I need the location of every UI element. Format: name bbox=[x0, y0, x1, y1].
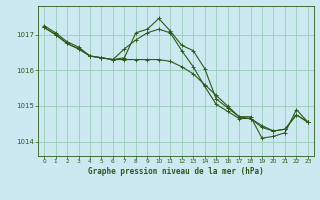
X-axis label: Graphe pression niveau de la mer (hPa): Graphe pression niveau de la mer (hPa) bbox=[88, 167, 264, 176]
